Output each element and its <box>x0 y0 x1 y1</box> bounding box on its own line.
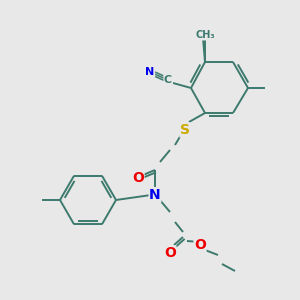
Text: N: N <box>149 188 161 202</box>
Text: O: O <box>164 246 176 260</box>
Text: C: C <box>164 75 172 85</box>
Text: N: N <box>146 67 154 77</box>
Text: CH₃: CH₃ <box>195 30 215 40</box>
Text: O: O <box>132 171 144 185</box>
Text: S: S <box>180 123 190 137</box>
Text: O: O <box>194 238 206 252</box>
